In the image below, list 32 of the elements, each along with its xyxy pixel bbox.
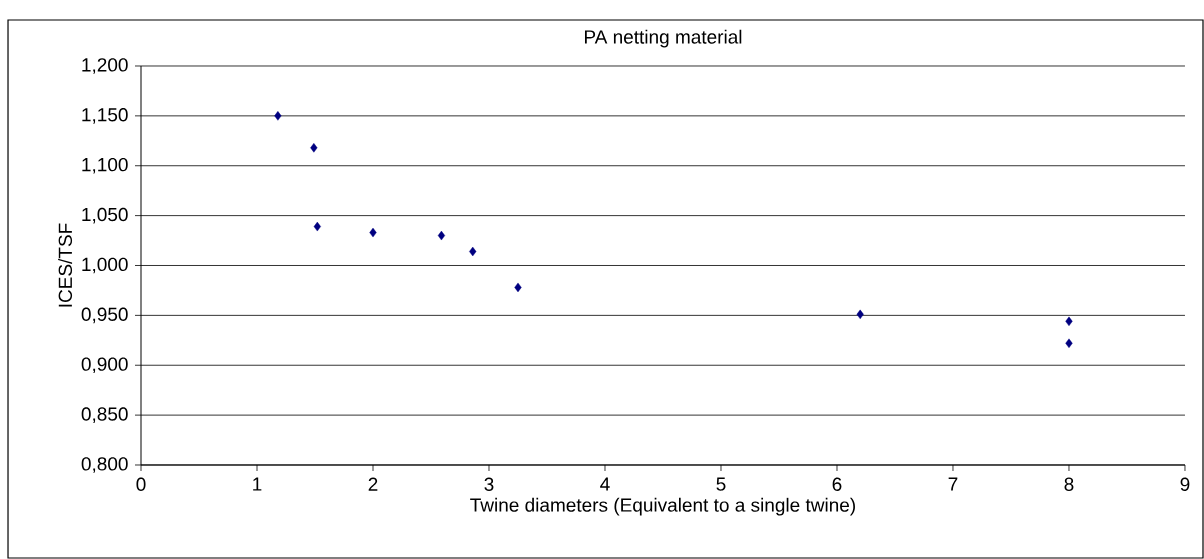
point [856,309,864,320]
point [514,282,522,293]
point [369,227,377,238]
x-axis-title: Twine diameters (Equivalent to a single twine) [470,497,855,516]
x-tick-label: 0 [136,477,146,491]
x-tick-label: 6 [832,477,842,491]
y-axis-title: ICES/TSF [58,223,73,307]
y-tick-label: 0,900 [81,357,128,374]
x-tick-label: 8 [1064,477,1074,491]
x-tick-label: 2 [368,477,378,491]
point [313,221,321,232]
x-tick-label: 9 [1180,477,1190,491]
y-tick-label: 1,200 [82,58,128,74]
chart-title: PA netting material [584,29,742,48]
x-tick-label: 5 [716,477,726,491]
point [310,143,318,153]
x-tick-label: 3 [484,477,494,491]
y-tick-label: 0,800 [81,457,128,473]
point [1065,316,1073,327]
y-tick-label: 1,000 [82,257,128,274]
point [469,246,477,257]
y-tick-label: 0,950 [81,307,128,324]
point [1065,338,1073,348]
x-tick-label: 7 [948,477,958,491]
x-tick-label: 4 [600,477,610,491]
y-tick-label: 1,050 [82,207,128,224]
y-tick-label: 1,100 [82,157,128,174]
point [437,230,446,241]
y-tick-label: 0,850 [81,407,128,423]
y-tick-label: 1,150 [82,108,128,124]
point [274,111,282,121]
x-tick-label: 1 [253,477,262,491]
